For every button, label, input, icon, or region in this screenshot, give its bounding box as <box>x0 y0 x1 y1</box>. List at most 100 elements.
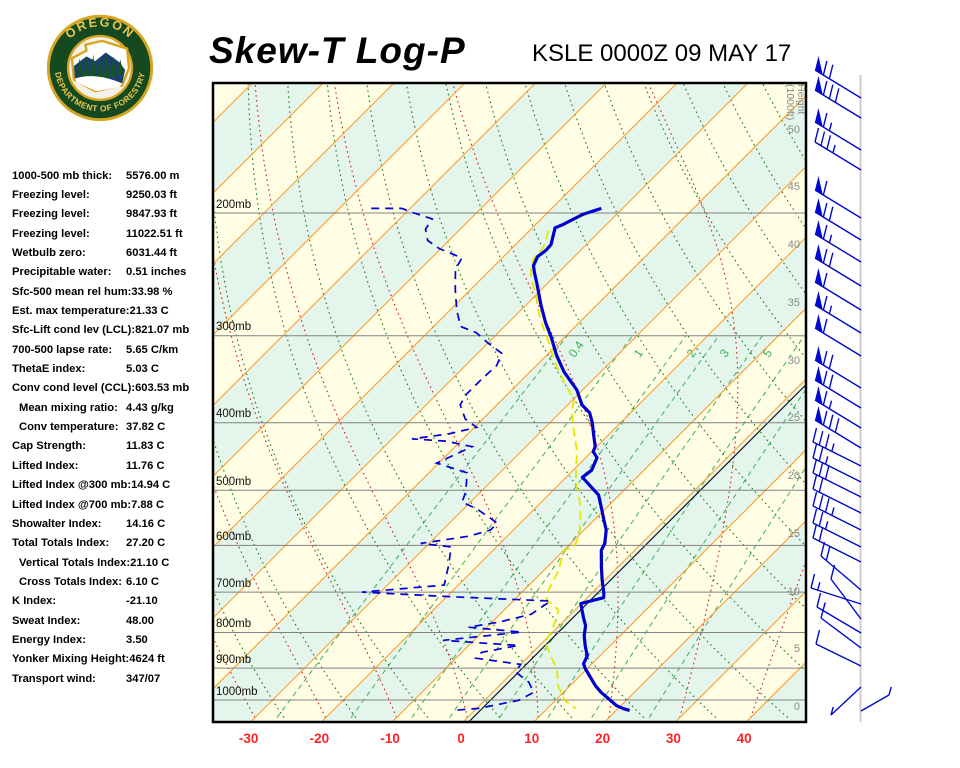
isotherm-line <box>675 591 805 722</box>
pressure-label: 1000mb <box>216 685 258 698</box>
temperature-trace <box>531 206 631 712</box>
wetbulb-trace <box>529 207 601 710</box>
stat-value: 21.33 C <box>129 305 169 318</box>
wind-barb <box>814 386 862 429</box>
wind-barb <box>830 686 862 716</box>
height-label: 35 <box>787 296 800 309</box>
stat-label: Yonker Mixing Height: <box>12 653 130 666</box>
stat-value: 14.94 C <box>131 479 171 492</box>
mixing-ratio-line <box>411 335 687 718</box>
height-label: 45 <box>787 181 800 194</box>
odf-logo: OREGON DEPARTMENT OF FORESTRY <box>46 14 154 122</box>
wind-barb <box>812 443 862 483</box>
moist-adiabat-line <box>452 83 619 718</box>
temp-band <box>817 83 960 722</box>
isotherm-line <box>250 166 805 722</box>
isotherm-line <box>321 237 805 722</box>
height-label: 50 <box>787 123 800 136</box>
stat-value: 3.50 <box>126 633 148 646</box>
wind-barb <box>814 176 862 219</box>
stat-label: 700-500 lapse rate: <box>12 343 113 356</box>
height-label: 0 <box>793 701 800 713</box>
stat-row: Energy Index: 3.50 <box>12 630 212 649</box>
temp-axis-label: 10 <box>524 731 540 746</box>
stat-label: Lifted Index @700 mb: <box>12 498 132 511</box>
stat-value: 11.83 C <box>126 440 165 453</box>
freezing-reference-line <box>468 384 805 722</box>
logo-scene <box>70 39 131 93</box>
stat-row: Lifted Index: 11.76 C <box>12 456 212 475</box>
dry-adiabat-line <box>80 3 212 717</box>
stat-row: Showalter Index: 14.16 C <box>12 514 212 533</box>
stat-value: 0.51 inches <box>126 266 187 279</box>
isotherm-line <box>462 379 805 722</box>
stat-row: Freezing level: 9250.03 ft <box>12 185 212 204</box>
wind-barb <box>812 474 862 514</box>
stat-value: 14.16 C <box>126 517 166 530</box>
wind-barb <box>812 427 862 467</box>
height-label: 30 <box>787 354 800 367</box>
stat-row: Sfc-500 mean rel hum: 33.98 % <box>12 282 212 301</box>
wind-barb <box>820 609 862 649</box>
stat-label: Freezing level: <box>12 189 90 202</box>
mixing-ratio-line <box>499 335 763 718</box>
wind-barb <box>810 573 862 605</box>
stat-label: 1000-500 mb thick: <box>12 169 113 182</box>
stat-row: Sweat Index: 48.00 <box>12 611 212 630</box>
wind-barb <box>814 108 862 151</box>
stat-label: Lifted Index: <box>12 459 79 472</box>
stat-label: Total Totals Index: <box>12 537 110 550</box>
stat-value: 347/07 <box>126 672 161 685</box>
wind-barb <box>814 291 862 334</box>
pressure-label: 500mb <box>216 475 252 488</box>
moist-adiabat-line <box>0 3 43 717</box>
pressure-label: 800mb <box>216 617 252 630</box>
temp-axis-label: 30 <box>665 731 681 746</box>
temp-band <box>214 83 805 688</box>
stat-value: 603.53 mb <box>135 382 190 395</box>
isotherm-line <box>214 83 466 335</box>
temp-axis-label: 40 <box>736 731 752 746</box>
page-title: Skew-T Log-P <box>209 30 466 71</box>
isotherm-line <box>391 308 805 722</box>
dry-adiabat-line <box>247 83 501 718</box>
wind-barb <box>830 564 862 620</box>
stat-row: ThetaE index: 5.03 C <box>12 359 212 378</box>
stat-row: K Index: -21.10 <box>12 592 212 611</box>
pressure-label: 900mb <box>216 653 252 666</box>
stat-row: Transport wind: 347/07 <box>12 669 212 688</box>
height-axis-label: Height (1000ft) <box>784 84 807 121</box>
wind-barb <box>816 592 862 634</box>
isotherm-line <box>604 520 805 722</box>
stat-value: 9847.93 ft <box>126 208 177 221</box>
stat-label: Sfc-500 mean rel hum: <box>12 285 132 298</box>
wind-barb <box>812 458 862 498</box>
temp-band <box>214 96 805 722</box>
stat-value: 11022.51 ft <box>126 227 183 240</box>
wind-barb <box>812 508 862 548</box>
stat-row: Precipitable water: 0.51 inches <box>12 263 212 282</box>
stat-value: 5.65 C/km <box>126 343 179 356</box>
isotherm-line <box>214 83 536 406</box>
stat-label: Cap Strength: <box>12 440 86 453</box>
moist-adiabat-line <box>57 3 184 717</box>
temp-band <box>0 83 182 722</box>
temp-axis-label: -30 <box>238 731 259 746</box>
stat-label: Precipitable water: <box>12 266 112 279</box>
stat-value: 37.82 C <box>126 421 166 434</box>
height-label: 25 <box>787 412 800 425</box>
stat-label: Vertical Totals Index: <box>19 556 131 569</box>
stat-label: Showalter Index: <box>12 517 102 530</box>
isotherm-line <box>214 83 607 477</box>
stat-value: 48.00 <box>126 614 154 627</box>
stat-row: Est. max temperature: 21.33 C <box>12 301 212 320</box>
pressure-label: 400mb <box>216 408 252 421</box>
stat-value: 5.03 C <box>126 363 159 376</box>
mixing-ratio-line <box>276 335 568 718</box>
mixing-ratio-line <box>449 335 720 718</box>
mixing-ratio-line <box>547 335 805 718</box>
isotherm-line <box>214 83 678 547</box>
stat-value: 11.76 C <box>126 459 165 472</box>
